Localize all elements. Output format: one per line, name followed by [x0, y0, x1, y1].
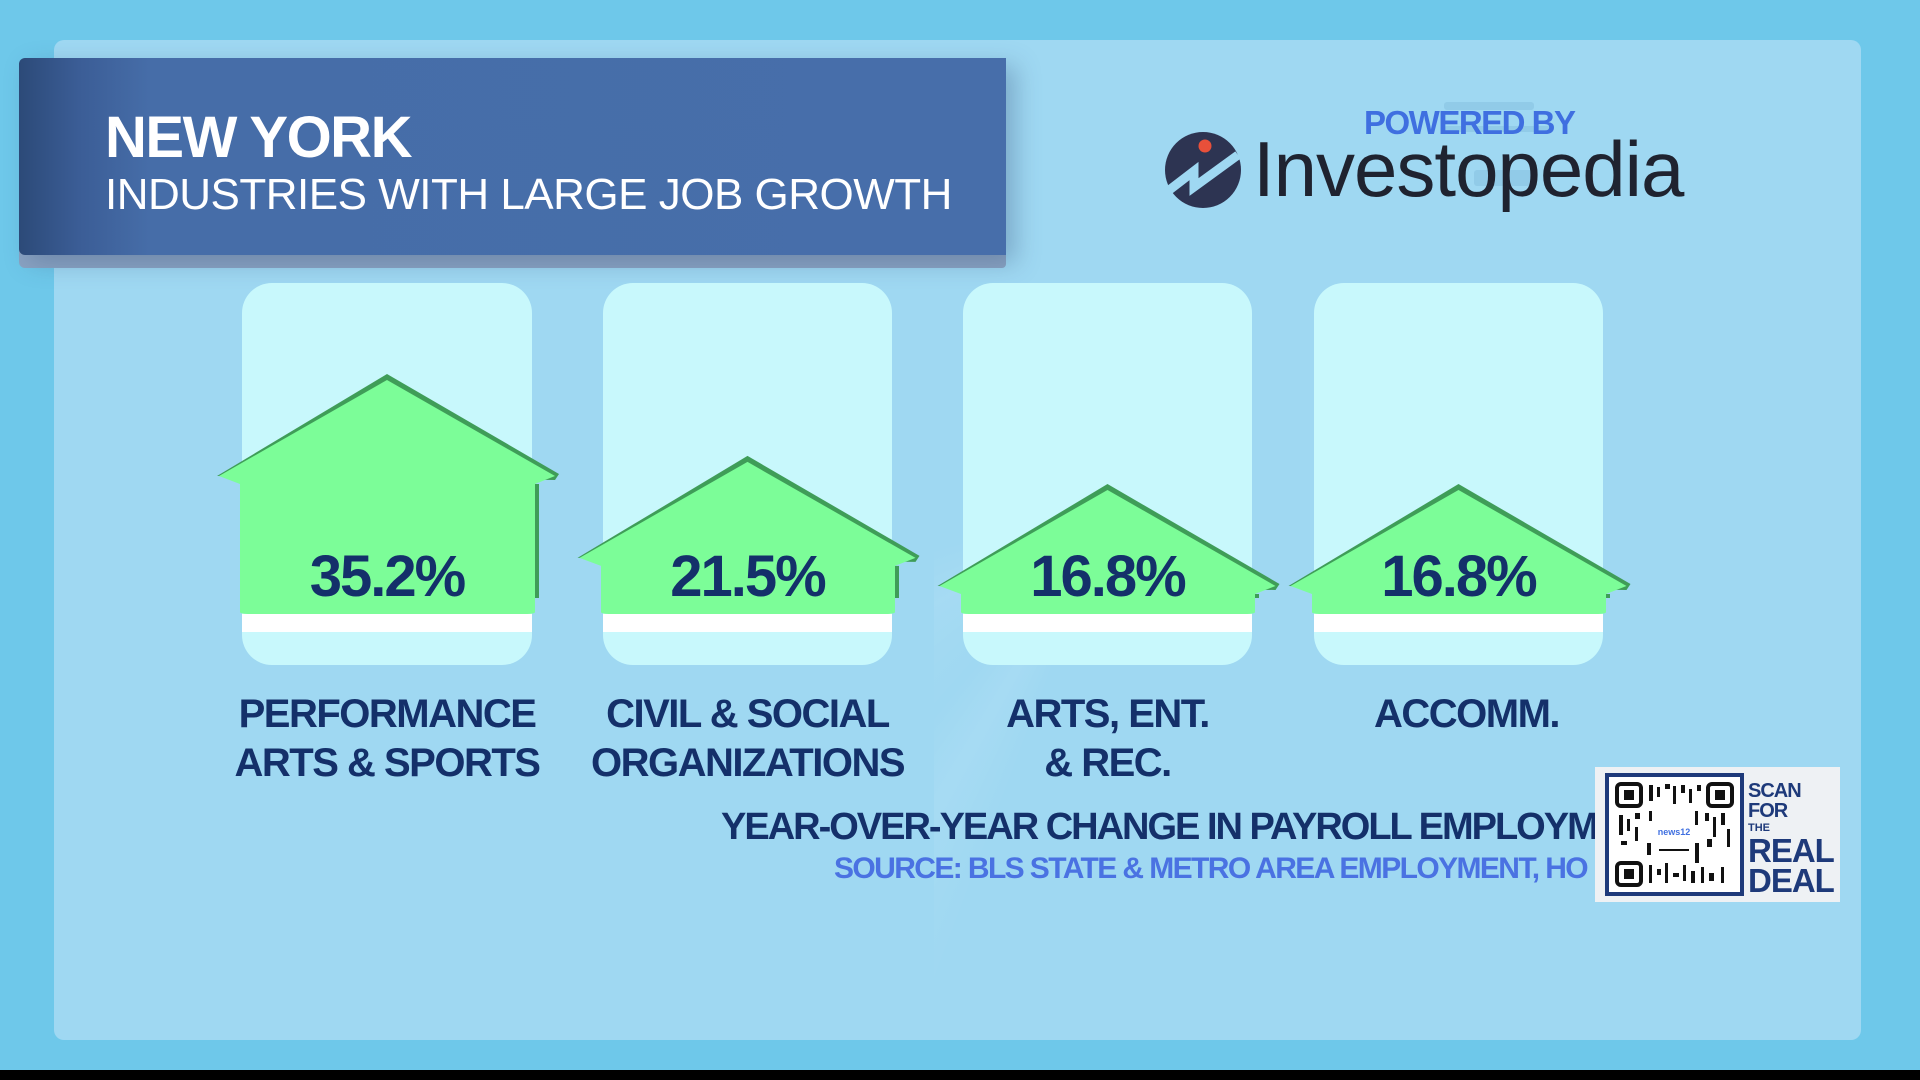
qr-caption-the: THE	[1748, 822, 1770, 834]
investopedia-logo-icon	[1165, 132, 1241, 208]
page-subtitle: INDUSTRIES WITH LARGE JOB GROWTH	[105, 170, 952, 219]
chart-source: SOURCE: BLS STATE & METRO AREA EMPLOYMEN…	[834, 852, 1589, 885]
category-label-line: ACCOMM.	[1373, 692, 1561, 736]
background-ghost-element	[1474, 170, 1534, 186]
bar-base-stripe	[1314, 614, 1603, 632]
background-ghost-element	[1444, 102, 1534, 110]
category-label: PERFORMANCE ARTS & SPORTS	[207, 690, 567, 788]
bar-base-stripe	[242, 614, 532, 632]
house-wall-shadow	[533, 484, 539, 598]
house-wall-shadow	[1253, 594, 1259, 598]
category-label: ARTS, ENT. & REC.	[928, 690, 1288, 788]
qr-caption-scan: SCAN	[1748, 780, 1802, 802]
category-label: CIVIL & SOCIAL ORGANIZATIONS	[568, 690, 928, 788]
category-label: ACCOMM.	[1287, 690, 1647, 739]
house-bar: 16.8%	[937, 283, 1280, 665]
letterbox-bar	[0, 1070, 1920, 1080]
powered-by-label: POWERED BY	[1364, 104, 1576, 141]
bar-base-stripe	[603, 614, 892, 632]
chart-footnote: YEAR-OVER-YEAR CHANGE IN PAYROLL EMPLOYM…	[721, 806, 1601, 848]
house-body	[219, 380, 555, 614]
house-body	[579, 461, 916, 614]
background-edge	[1861, 0, 1920, 1070]
qr-caption-real: REAL	[1748, 832, 1835, 869]
qr-code[interactable]: news12	[1605, 773, 1744, 896]
qr-code-icon: news12	[1615, 782, 1734, 887]
category-label-line: CIVIL & SOCIAL	[606, 692, 890, 736]
house-bar: 21.5%	[577, 283, 920, 665]
investopedia-logo-text: Investopedia	[1253, 125, 1684, 213]
house-wall-shadow	[1604, 594, 1610, 598]
qr-caption-for: FOR	[1748, 800, 1788, 822]
bar-value-label: 35.2%	[310, 544, 466, 609]
bar-base-stripe	[963, 614, 1252, 632]
bar-value-label: 16.8%	[1381, 544, 1537, 609]
house-body	[1290, 490, 1627, 614]
bar-value-label: 16.8%	[1030, 544, 1186, 609]
category-label-line: ARTS & SPORTS	[234, 741, 541, 785]
house-bar: 35.2%	[217, 283, 559, 665]
bar-value-label: 21.5%	[670, 544, 826, 609]
qr-center-label: news12	[1658, 827, 1691, 837]
qr-code-badge[interactable]: news12 SCAN FOR THE REAL DEAL	[1595, 767, 1840, 902]
category-label-line: & REC.	[1044, 741, 1172, 785]
category-label-line: ORGANIZATIONS	[590, 741, 906, 785]
title-banner: NEW YORK INDUSTRIES WITH LARGE JOB GROWT…	[19, 58, 1006, 255]
house-bar: 16.8%	[1288, 283, 1631, 665]
house-wall-shadow	[893, 565, 899, 598]
house-body	[939, 490, 1276, 614]
qr-caption-deal: DEAL	[1748, 862, 1835, 899]
category-label-line: PERFORMANCE	[238, 692, 537, 736]
page-title: NEW YORK	[105, 105, 412, 170]
background-ghost-element	[1444, 126, 1554, 132]
category-label-line: ARTS, ENT.	[1006, 692, 1210, 736]
qr-caption: SCAN FOR THE REAL DEAL	[1748, 780, 1835, 899]
